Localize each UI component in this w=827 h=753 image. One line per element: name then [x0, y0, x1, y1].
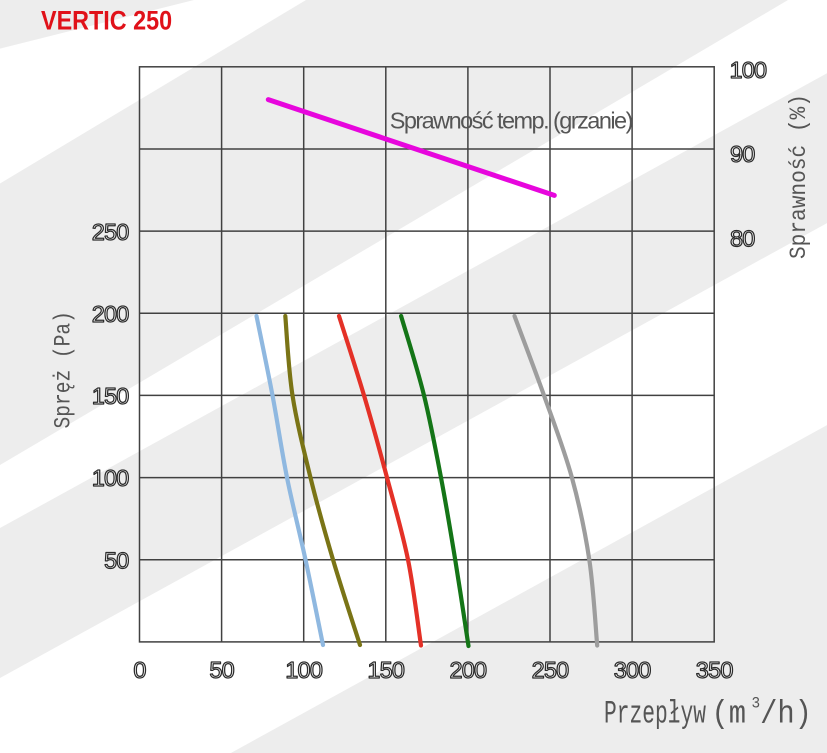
svg-text:100: 100 — [92, 465, 130, 491]
svg-text:300: 300 — [614, 657, 652, 683]
svg-text:150: 150 — [92, 383, 130, 409]
svg-text:250: 250 — [532, 657, 570, 683]
svg-text:Sprawność (%): Sprawność (%) — [786, 94, 812, 259]
svg-text:350: 350 — [696, 657, 734, 683]
svg-text:100: 100 — [730, 57, 768, 83]
svg-text:Przepływ: Przepływ — [604, 696, 707, 733]
svg-text:0: 0 — [133, 657, 146, 683]
svg-text:80: 80 — [730, 225, 755, 251]
svg-text:100: 100 — [285, 657, 323, 683]
svg-text:50: 50 — [209, 657, 234, 683]
svg-text:50: 50 — [104, 547, 129, 573]
svg-text:200: 200 — [92, 301, 130, 327]
svg-text:Spręż (Pa): Spręż (Pa) — [51, 311, 77, 428]
svg-text:VERTIC 250: VERTIC 250 — [41, 6, 172, 36]
svg-text:250: 250 — [92, 219, 130, 245]
svg-text:150: 150 — [367, 657, 405, 683]
svg-text:(m3/h): (m 3/h) — [712, 694, 812, 733]
svg-text:90: 90 — [730, 141, 755, 167]
svg-text:200: 200 — [449, 657, 487, 683]
svg-text:Sprawność temp. (grzanie): Sprawność temp. (grzanie) — [390, 107, 634, 133]
